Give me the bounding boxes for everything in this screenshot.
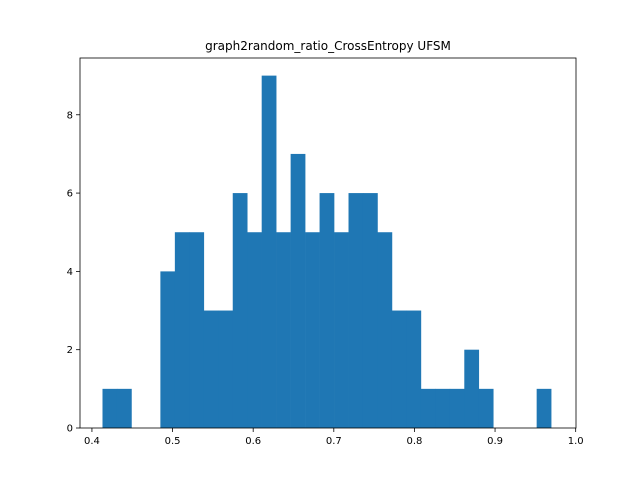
histogram-bar bbox=[261, 75, 277, 428]
histogram-bar bbox=[435, 388, 451, 428]
histogram-bar bbox=[391, 310, 407, 428]
histogram-bar bbox=[203, 310, 219, 428]
histogram-bar bbox=[420, 388, 436, 428]
y-tick-label: 6 bbox=[67, 189, 73, 200]
histogram-bar bbox=[290, 153, 306, 429]
x-tick-label: 0.6 bbox=[245, 436, 261, 447]
y-tick-label: 0 bbox=[67, 424, 73, 435]
histogram-bar bbox=[319, 193, 335, 428]
histogram-bar bbox=[305, 232, 320, 428]
x-axis: 0.4 0.5 0.6 0.7 0.8 0.9 1.0 bbox=[84, 428, 584, 447]
x-tick-label: 0.7 bbox=[326, 436, 342, 447]
y-tick-label: 2 bbox=[67, 345, 73, 356]
histogram-bar bbox=[218, 310, 234, 428]
histogram-bar bbox=[174, 232, 190, 428]
histogram-bar bbox=[232, 193, 248, 428]
x-tick-label: 0.8 bbox=[406, 436, 422, 447]
x-tick-label: 0.5 bbox=[165, 436, 181, 447]
axes-frame bbox=[79, 57, 577, 429]
histogram-bar bbox=[449, 388, 465, 428]
histogram-bar bbox=[160, 271, 176, 428]
histogram-bar bbox=[116, 388, 132, 428]
histogram-bar bbox=[334, 232, 349, 428]
x-tick-label: 1.0 bbox=[568, 436, 584, 447]
y-tick-label: 4 bbox=[67, 267, 73, 278]
histogram-bar bbox=[478, 388, 494, 428]
histogram-bar bbox=[247, 232, 262, 428]
histogram-bar bbox=[348, 193, 364, 428]
histogram-bar bbox=[276, 232, 291, 428]
chart-title: graph2random_ratio_CrossEntropy UFSM bbox=[205, 39, 451, 53]
histogram-bar bbox=[102, 388, 118, 428]
y-axis: 0 2 4 6 8 bbox=[67, 110, 80, 435]
bars-group bbox=[102, 75, 552, 429]
histogram-bar bbox=[464, 349, 480, 428]
x-tick-label: 0.4 bbox=[84, 436, 100, 447]
y-tick-label: 8 bbox=[67, 110, 73, 121]
histogram-bar bbox=[536, 388, 552, 428]
histogram-bar bbox=[406, 310, 422, 428]
histogram-bar bbox=[377, 232, 393, 428]
histogram-bar bbox=[189, 232, 205, 428]
x-tick-label: 0.9 bbox=[487, 436, 503, 447]
histogram-bar bbox=[362, 193, 378, 428]
